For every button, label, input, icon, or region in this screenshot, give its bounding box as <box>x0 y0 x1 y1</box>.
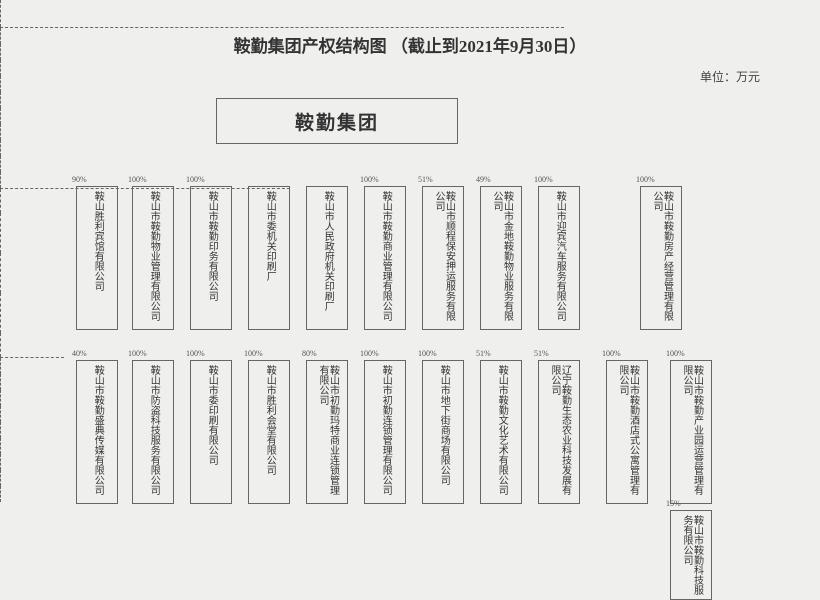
connector <box>0 358 1 374</box>
connector <box>0 140 1 156</box>
ownership-pct: 100% <box>186 349 205 358</box>
connector <box>0 60 1 76</box>
org-node: 鞍山市防盗科技服务有限公司 <box>132 360 174 504</box>
org-node: 鞍山市委机关印刷厂 <box>248 186 290 330</box>
ownership-pct: 51% <box>418 175 433 184</box>
org-node: 鞍山市委印刷有限公司 <box>190 360 232 504</box>
org-node: 辽宁鞍勤生态农业科技发展有限公司 <box>538 360 580 504</box>
ownership-pct: 49% <box>476 175 491 184</box>
org-node: 鞍山市金地鞍勤物业服务有限公司 <box>480 186 522 330</box>
ownership-pct: 51% <box>534 349 549 358</box>
org-node: 鞍山市鞍勤科技服务有限公司 <box>670 510 712 600</box>
org-node: 鞍山市鞍勤商业管理有限公司 <box>364 186 406 330</box>
org-node: 鞍山胜利宾馆有限公司 <box>76 186 118 330</box>
connector <box>0 76 1 92</box>
ownership-pct: 100% <box>186 175 205 184</box>
connector <box>0 156 1 172</box>
connector <box>0 422 1 438</box>
org-node: 鞍山市初勤连锁管理有限公司 <box>364 360 406 504</box>
connector <box>0 92 1 108</box>
ownership-pct: 100% <box>602 349 621 358</box>
ownership-pct: 100% <box>360 175 379 184</box>
ownership-pct: 100% <box>418 349 437 358</box>
connector <box>0 357 64 358</box>
org-node: 鞍山市地下街商场有限公司 <box>422 360 464 504</box>
ownership-pct: 100% <box>666 349 685 358</box>
org-node: 鞍山市鞍勤盛典传媒有限公司 <box>76 360 118 504</box>
ownership-pct: 100% <box>244 349 263 358</box>
ownership-pct: 51% <box>476 349 491 358</box>
connector <box>0 438 1 454</box>
ownership-pct: 100% <box>636 175 655 184</box>
ownership-pct: 100% <box>128 175 147 184</box>
connector <box>0 374 1 390</box>
connector <box>0 0 1 27</box>
org-node: 鞍山市胜利会堂有限公司 <box>248 360 290 504</box>
org-node: 鞍山市鞍勤印务有限公司 <box>190 186 232 330</box>
connector <box>0 293 1 333</box>
org-node: 鞍山市迎宾汽车服务有限公司 <box>538 186 580 330</box>
connector <box>0 213 1 253</box>
root-node: 鞍勤集团 <box>216 98 458 144</box>
org-node: 鞍山市鞍勤物业管理有限公司 <box>132 186 174 330</box>
connector <box>0 124 1 140</box>
ownership-pct: 100% <box>128 349 147 358</box>
chart-title: 鞍勤集团产权结构图 （截止到2021年9月30日） <box>0 32 820 57</box>
connector <box>0 108 1 124</box>
org-node: 鞍山市人民政府机关印刷厂 <box>306 186 348 330</box>
connector <box>0 406 1 422</box>
ownership-pct: 40% <box>72 349 87 358</box>
org-node: 鞍山市鞍勤产业园运营管理有限公司 <box>670 360 712 504</box>
connector <box>0 253 1 293</box>
connector <box>0 486 1 502</box>
ownership-pct: 100% <box>534 175 553 184</box>
connector <box>0 172 1 188</box>
connector <box>0 189 1 213</box>
connector <box>0 454 1 470</box>
org-node: 鞍山市初勤玛特商业连锁管理有限公司 <box>306 360 348 504</box>
ownership-pct: 90% <box>72 175 87 184</box>
connector <box>0 333 1 357</box>
ownership-pct: 80% <box>302 349 317 358</box>
ownership-pct: 15% <box>666 499 681 508</box>
org-node: 鞍山市鞍勤酒店式公寓管理有限公司 <box>606 360 648 504</box>
connector <box>0 390 1 406</box>
ownership-pct: 100% <box>360 349 379 358</box>
org-node: 鞍山市鞍勤文化艺术有限公司 <box>480 360 522 504</box>
connector <box>0 470 1 486</box>
org-node: 鞍山市鞍勤房产经营管理有限公司 <box>640 186 682 330</box>
unit-label: 单位：万元 <box>700 68 760 85</box>
org-node: 鞍山市顺程保安押运服务有限公司 <box>422 186 464 330</box>
